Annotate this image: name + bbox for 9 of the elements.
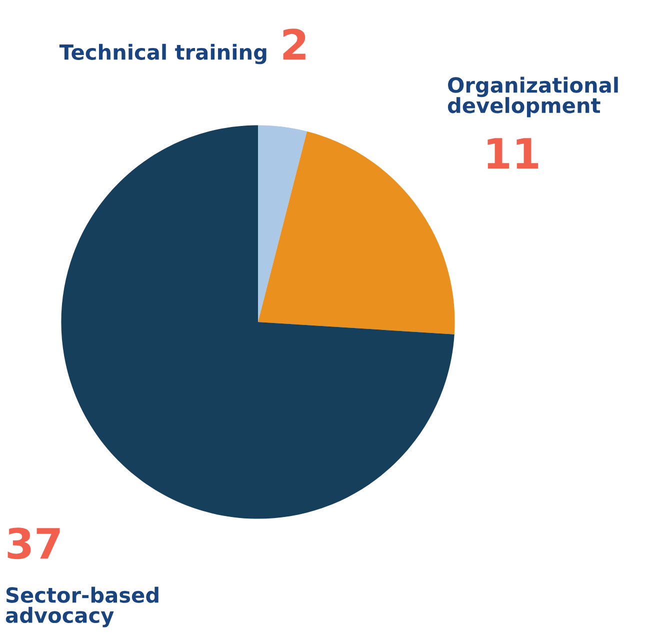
slice-label: Sector-based advocacy: [6, 586, 158, 628]
pie-slice: [258, 125, 307, 322]
pie-slice: [258, 131, 455, 334]
data-label: 11: [488, 138, 538, 168]
pie-slice: [61, 125, 454, 519]
data-label: 2: [283, 28, 306, 60]
slice-label: Organizational development: [448, 76, 618, 118]
data-label: 37: [8, 528, 60, 560]
slice-label: Technical training: [59, 44, 266, 64]
